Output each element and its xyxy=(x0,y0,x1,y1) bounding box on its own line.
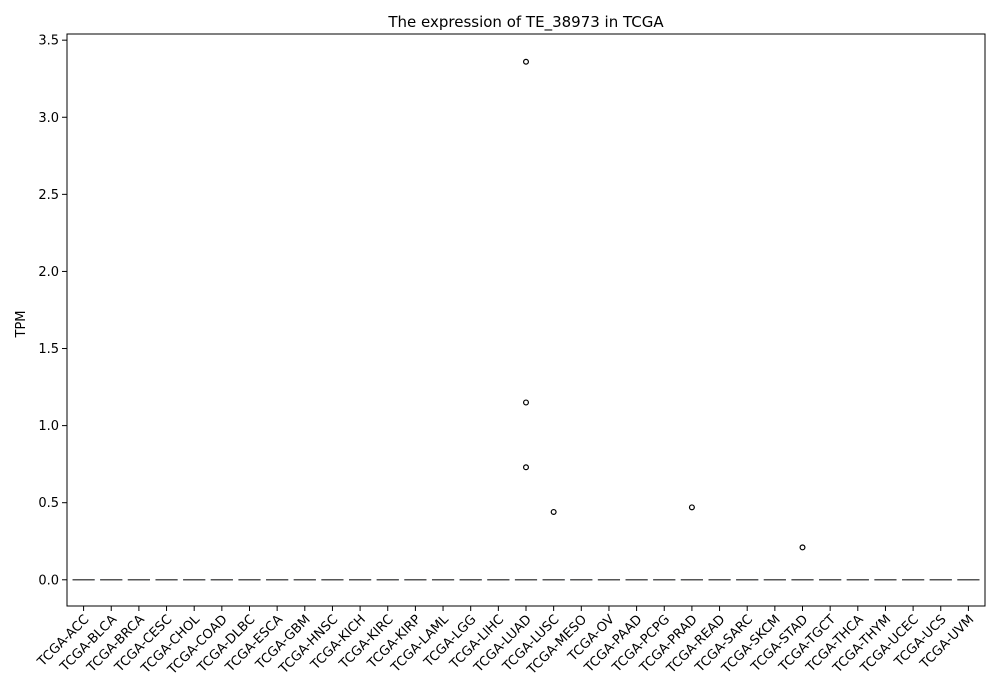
plot-area-frame xyxy=(66,33,986,607)
y-tick-label: 3.0 xyxy=(38,111,59,126)
outlier-point xyxy=(688,504,695,511)
chart-title: The expression of TE_38973 in TCGA xyxy=(387,13,664,32)
outlier-point xyxy=(550,508,557,515)
outlier-point xyxy=(799,544,806,551)
outlier-point xyxy=(522,58,529,65)
outlier-point xyxy=(522,399,529,406)
y-tick-label: 2.5 xyxy=(38,188,59,203)
y-tick-label: 0.5 xyxy=(38,496,59,511)
box-series xyxy=(72,579,980,581)
y-tick-label: 0.0 xyxy=(38,573,59,588)
y-axis-title: TPM xyxy=(14,311,29,339)
y-tick-label: 3.5 xyxy=(38,34,59,49)
y-tick-label: 1.5 xyxy=(38,342,59,357)
y-axis-ticks: 0.0 0.5 1.0 1.5 2.0 2.5 3.0 3.5 xyxy=(38,34,67,588)
outlier-point xyxy=(522,464,529,471)
outlier-points xyxy=(522,58,806,551)
y-tick-label: 2.0 xyxy=(38,265,59,280)
x-axis-ticks: TCGA-ACCTCGA-BLCATCGA-BRCATCGA-CESCTCGA-… xyxy=(34,606,977,678)
y-tick-label: 1.0 xyxy=(38,419,59,434)
